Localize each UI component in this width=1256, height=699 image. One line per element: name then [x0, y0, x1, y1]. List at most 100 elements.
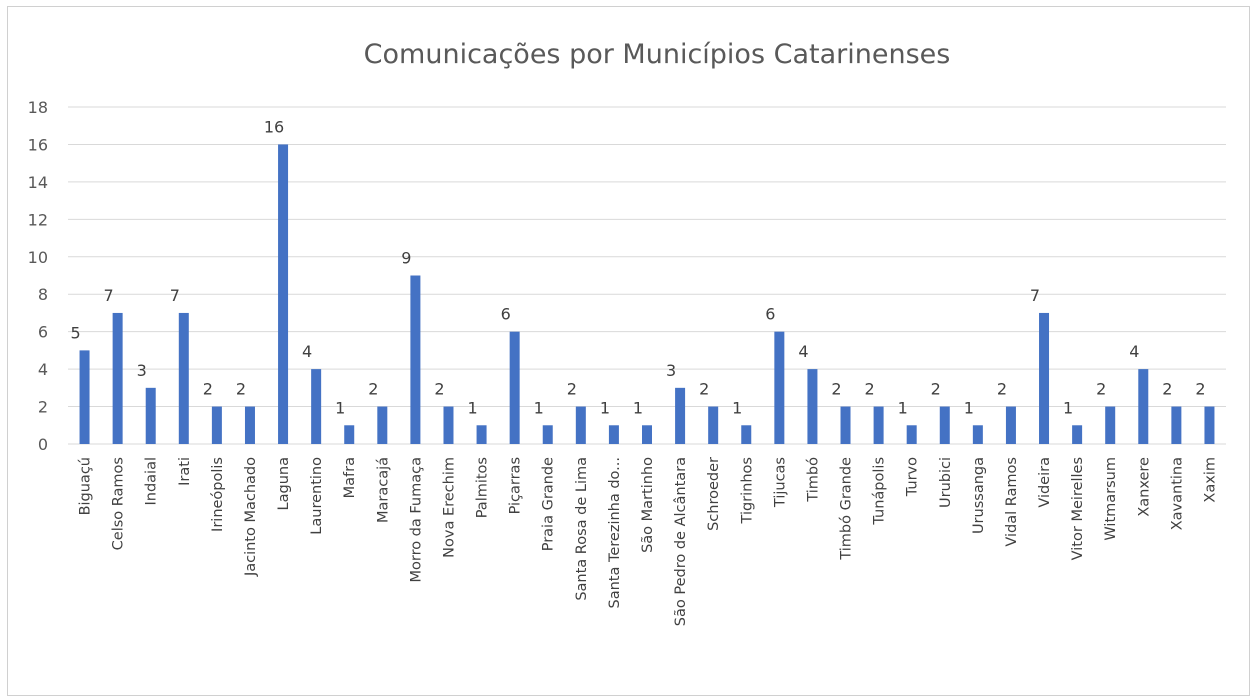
y-tick-label: 8 — [38, 285, 48, 304]
data-label: 4 — [302, 342, 312, 361]
y-tick-label: 4 — [38, 360, 48, 379]
bar — [311, 369, 322, 444]
bar — [1204, 406, 1215, 444]
bar — [972, 425, 983, 444]
x-tick-label: Turvo — [905, 457, 921, 497]
data-label: 16 — [264, 117, 284, 136]
data-label: 1 — [600, 398, 610, 417]
x-tick-label: Santa Terezinha do... — [607, 457, 623, 609]
y-axis: 0 2 4 6 8 10 12 14 16 18 — [28, 98, 48, 454]
data-label: 1 — [633, 398, 643, 417]
bar — [1138, 369, 1149, 444]
x-tick-label: Laguna — [276, 457, 292, 510]
bar — [211, 406, 222, 444]
bar — [1039, 312, 1050, 444]
bar — [873, 406, 884, 444]
bar — [1171, 406, 1182, 444]
data-label: 2 — [865, 380, 875, 399]
data-label: 2 — [567, 380, 577, 399]
bar — [476, 425, 487, 444]
data-label: 1 — [534, 398, 544, 417]
bar — [741, 425, 752, 444]
data-label: 2 — [997, 380, 1007, 399]
data-label: 4 — [798, 342, 808, 361]
bar — [840, 406, 851, 444]
data-label: 7 — [104, 286, 114, 305]
bar — [410, 275, 421, 444]
bar — [708, 406, 719, 444]
bar — [939, 406, 950, 444]
x-tick-label: Maracajá — [375, 457, 391, 523]
bar — [675, 387, 686, 444]
y-tick-label: 16 — [28, 135, 48, 154]
bar — [608, 425, 619, 444]
bar — [1072, 425, 1083, 444]
x-tick-label: Morro da Fumaça — [408, 457, 424, 583]
data-label: 4 — [1129, 342, 1139, 361]
x-tick-label: Vidal Ramos — [1004, 457, 1020, 547]
bar — [906, 425, 917, 444]
data-label: 2 — [1162, 380, 1172, 399]
x-tick-label: Irati — [177, 457, 193, 486]
bar — [344, 425, 355, 444]
bar — [112, 312, 123, 444]
data-label: 2 — [1195, 380, 1205, 399]
data-label: 5 — [70, 323, 80, 342]
x-tick-label: Mafra — [342, 457, 358, 498]
x-tick-label: Timbó — [805, 457, 821, 503]
bar — [377, 406, 388, 444]
data-label: 9 — [401, 249, 411, 268]
data-label: 2 — [931, 380, 941, 399]
bars — [79, 144, 1215, 444]
x-tick-label: Biguaçú — [78, 457, 94, 515]
x-tick-label: Videira — [1037, 457, 1053, 508]
data-label: 3 — [137, 361, 147, 380]
bar — [278, 144, 289, 444]
data-label: 1 — [964, 398, 974, 417]
bar — [178, 312, 189, 444]
y-tick-label: 12 — [28, 210, 48, 229]
x-tick-label: Urubici — [938, 457, 954, 508]
data-label: 1 — [467, 398, 477, 417]
gridlines — [68, 106, 1226, 445]
bar — [1105, 406, 1116, 444]
bar — [79, 350, 90, 444]
data-label: 6 — [501, 305, 511, 324]
y-tick-label: 14 — [28, 173, 48, 192]
data-label: 2 — [831, 380, 841, 399]
x-tick-label: Vitor Meirelles — [1070, 457, 1086, 560]
x-tick-label: Xanxere — [1136, 457, 1152, 517]
x-tick-label: Xaxim — [1202, 457, 1218, 503]
y-tick-label: 2 — [38, 398, 48, 417]
x-tick-label: Timbó Grande — [839, 457, 855, 561]
bar — [443, 406, 454, 444]
data-label: 2 — [434, 380, 444, 399]
bar — [575, 406, 586, 444]
bar — [542, 425, 553, 444]
chart-title: Comunicações por Municípios Catarinenses — [364, 39, 951, 70]
x-tick-label: Witmarsum — [1103, 457, 1119, 541]
bar — [509, 331, 520, 444]
bar — [642, 425, 652, 444]
chart-frame: Comunicações por Municípios Catarinenses… — [7, 6, 1250, 696]
data-label: 2 — [236, 380, 246, 399]
bar-chart: Comunicações por Municípios Catarinenses… — [28, 39, 1226, 626]
x-tick-label: São Pedro de Alcântara — [673, 457, 689, 626]
x-tick-label: Schroeder — [706, 457, 722, 531]
x-tick-label: Urussanga — [971, 457, 987, 534]
x-tick-label: Indaial — [144, 457, 160, 506]
x-tick-label: Laurentino — [309, 457, 325, 535]
data-label: 1 — [898, 398, 908, 417]
data-label: 6 — [765, 305, 775, 324]
bar — [1005, 406, 1016, 444]
data-label: 1 — [1063, 398, 1073, 417]
bar — [145, 387, 156, 444]
x-tick-label: Celso Ramos — [111, 457, 127, 550]
x-tick-label: Nova Erechim — [441, 457, 457, 558]
y-tick-label: 0 — [38, 435, 48, 454]
x-tick-label: Xavantina — [1169, 457, 1185, 530]
x-tick-label: Jacinto Machado — [243, 457, 259, 577]
data-label: 2 — [699, 380, 709, 399]
y-tick-label: 18 — [28, 98, 48, 117]
